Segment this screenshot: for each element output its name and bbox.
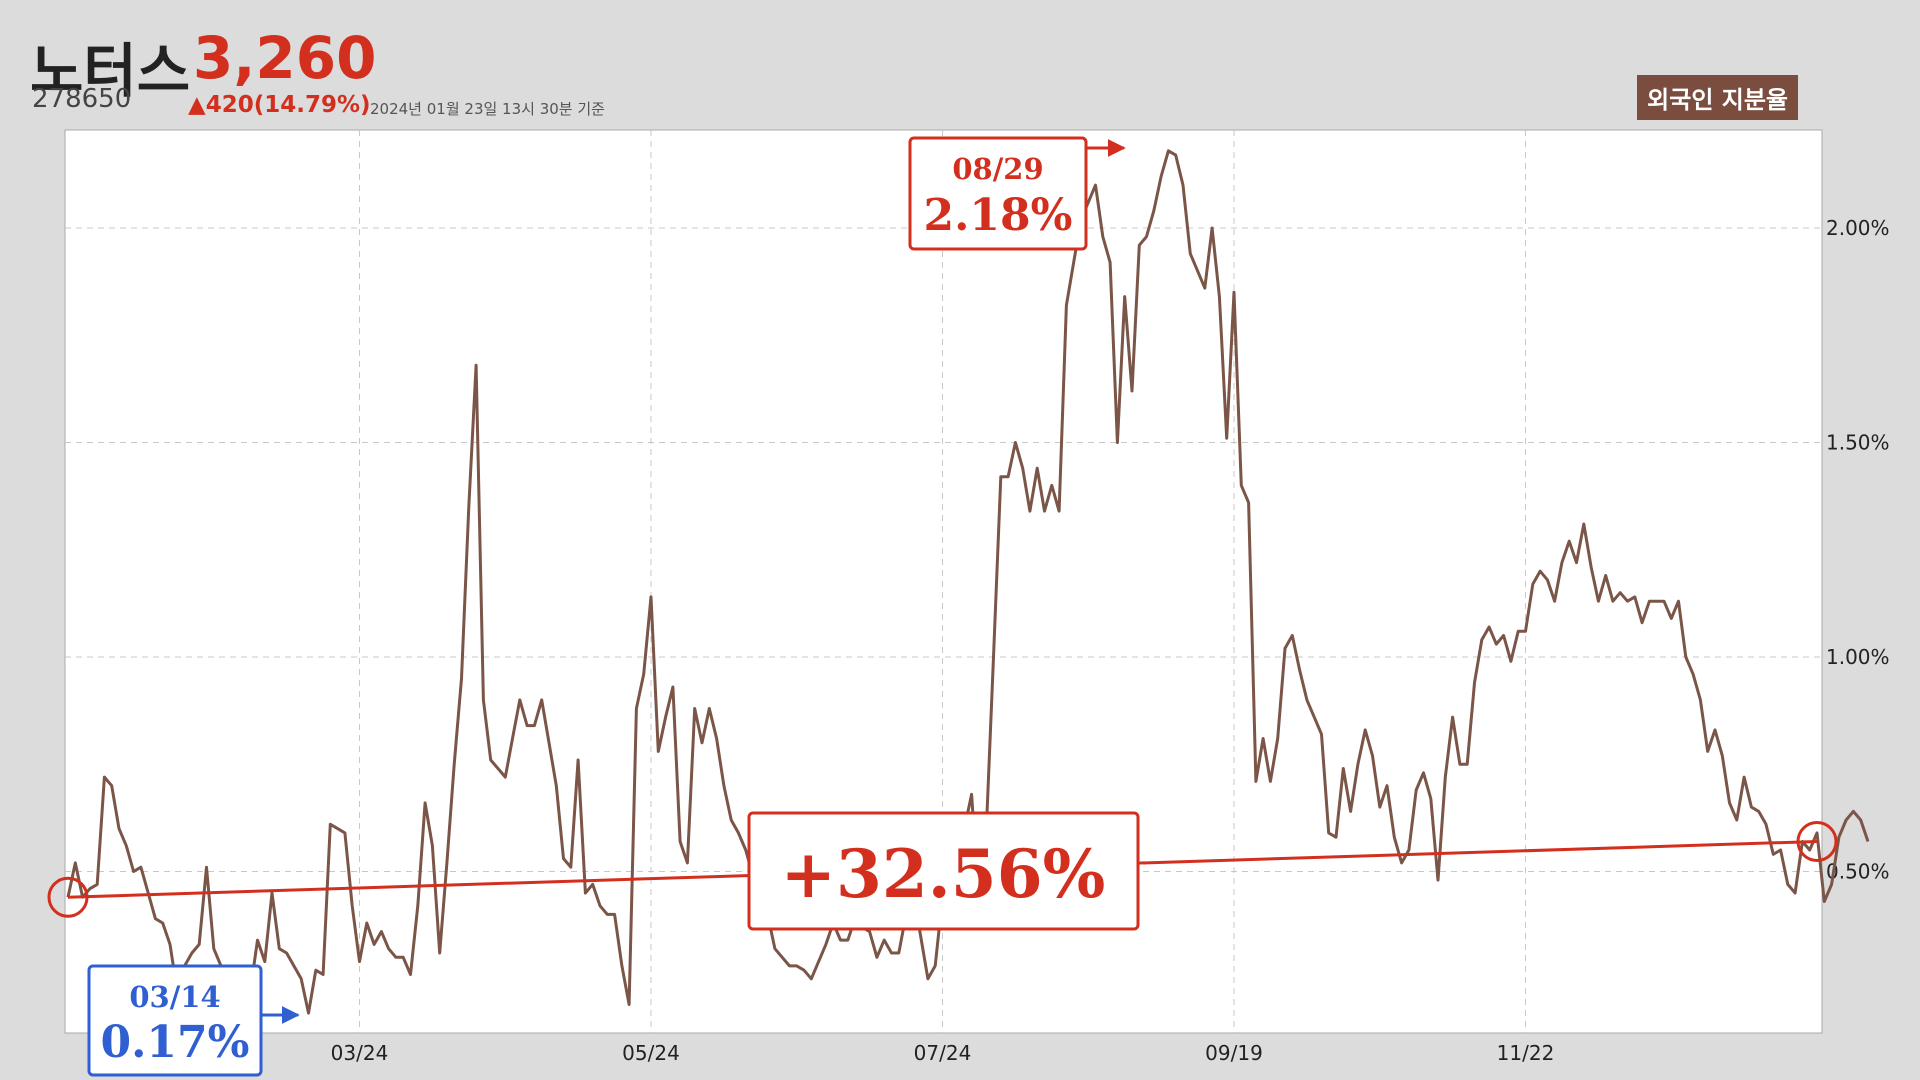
stock-name: 노터스 — [30, 37, 191, 105]
price-change: ▲420(14.79%) — [188, 92, 371, 118]
timestamp: 2024년 01월 23일 13시 30분 기준 — [370, 100, 605, 118]
x-tick-label: 09/19 — [1205, 1041, 1263, 1065]
x-tick-label: 07/24 — [914, 1041, 972, 1065]
y-tick-label: 2.00% — [1826, 216, 1890, 240]
stock-code: 278650 — [32, 84, 132, 114]
y-tick-label: 1.50% — [1826, 431, 1890, 455]
stock-price: 3,260 — [193, 24, 377, 92]
max-date: 08/29 — [952, 152, 1043, 186]
metric-badge: 외국인 지분율 — [1637, 75, 1798, 120]
min-value: 0.17% — [101, 1017, 250, 1068]
max-annotation: 08/29 2.18% — [908, 136, 1126, 251]
change-value: +32.56% — [781, 835, 1106, 913]
end-point-marker — [1796, 820, 1838, 862]
x-axis: 03/24 05/24 07/24 09/19 11/22 — [331, 1041, 1555, 1065]
start-point-marker — [47, 876, 89, 918]
change-annotation: +32.56% — [747, 811, 1140, 931]
max-value: 2.18% — [924, 190, 1073, 241]
y-tick-label: 0.50% — [1826, 860, 1890, 884]
x-tick-label: 11/22 — [1497, 1041, 1555, 1065]
header: 노터스 3,260 278650 ▲420(14.79%) 2024년 01월 … — [30, 20, 1890, 120]
x-tick-label: 05/24 — [622, 1041, 680, 1065]
y-axis: 0.50% 1.00% 1.50% 2.00% — [1826, 216, 1890, 884]
series-line — [66, 149, 1870, 1015]
y-tick-label: 1.00% — [1826, 645, 1890, 669]
min-date: 03/14 — [129, 980, 220, 1014]
min-annotation: 03/14 0.17% — [87, 964, 300, 1077]
x-tick-label: 03/24 — [331, 1041, 389, 1065]
